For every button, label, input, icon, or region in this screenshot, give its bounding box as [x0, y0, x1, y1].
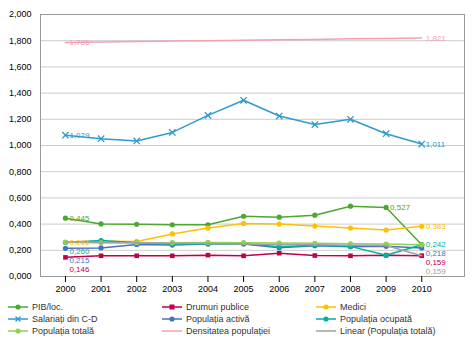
svg-text:2004: 2004 — [198, 284, 218, 294]
html-text:Populația ocupată: Populația ocupată — [340, 314, 413, 324]
svg-text:0,000: 0,000 — [9, 271, 32, 281]
svg-text:0,527: 0,527 — [390, 203, 411, 212]
html-text:Linear (Populația totală): Linear (Populația totală) — [340, 326, 436, 336]
svg-text:0,383: 0,383 — [426, 222, 447, 231]
html-text:Medici: Medici — [340, 302, 366, 312]
html-text:Populația activă: Populația activă — [186, 314, 250, 324]
svg-text:0,200: 0,200 — [9, 245, 32, 255]
svg-text:1,821: 1,821 — [426, 34, 447, 43]
svg-text:2008: 2008 — [340, 284, 360, 294]
svg-text:0,400: 0,400 — [9, 219, 32, 229]
html-text:Populația totală: Populația totală — [32, 326, 94, 336]
svg-text:1,000: 1,000 — [9, 140, 32, 150]
svg-text:0,159: 0,159 — [426, 267, 447, 276]
svg-text:2003: 2003 — [162, 284, 182, 294]
svg-text:0,445: 0,445 — [69, 214, 90, 223]
svg-text:1,400: 1,400 — [9, 88, 32, 98]
svg-text:0,218: 0,218 — [426, 249, 447, 258]
svg-text:1,600: 1,600 — [9, 62, 32, 72]
svg-text:2010: 2010 — [412, 284, 432, 294]
html-text:Salariați din C-D: Salariați din C-D — [32, 314, 98, 324]
svg-text:2,000: 2,000 — [9, 9, 32, 19]
svg-text:0,600: 0,600 — [9, 193, 32, 203]
svg-text:1,800: 1,800 — [9, 36, 32, 46]
svg-text:1,079: 1,079 — [69, 131, 90, 140]
html-text:PIB/loc.: PIB/loc. — [32, 302, 63, 312]
svg-text:2001: 2001 — [91, 284, 111, 294]
svg-text:1,011: 1,011 — [426, 140, 446, 149]
svg-text:1,200: 1,200 — [9, 114, 32, 124]
html-text:Drumuri publice: Drumuri publice — [186, 302, 249, 312]
html-text:Densitatea populației: Densitatea populației — [186, 326, 271, 336]
svg-text:2009: 2009 — [376, 284, 396, 294]
svg-text:2000: 2000 — [55, 284, 75, 294]
svg-text:0,159: 0,159 — [426, 258, 447, 267]
svg-text:0,260: 0,260 — [69, 247, 90, 256]
svg-text:2002: 2002 — [127, 284, 147, 294]
svg-text:2007: 2007 — [305, 284, 325, 294]
svg-text:0,242: 0,242 — [426, 240, 447, 249]
svg-text:0,215: 0,215 — [69, 256, 90, 265]
svg-text:2005: 2005 — [234, 284, 254, 294]
svg-text:0,261: 0,261 — [69, 238, 90, 247]
svg-text:1,786: 1,786 — [69, 38, 90, 47]
svg-text:0,146: 0,146 — [69, 265, 90, 274]
svg-text:2006: 2006 — [269, 284, 289, 294]
svg-text:0,800: 0,800 — [9, 167, 32, 177]
